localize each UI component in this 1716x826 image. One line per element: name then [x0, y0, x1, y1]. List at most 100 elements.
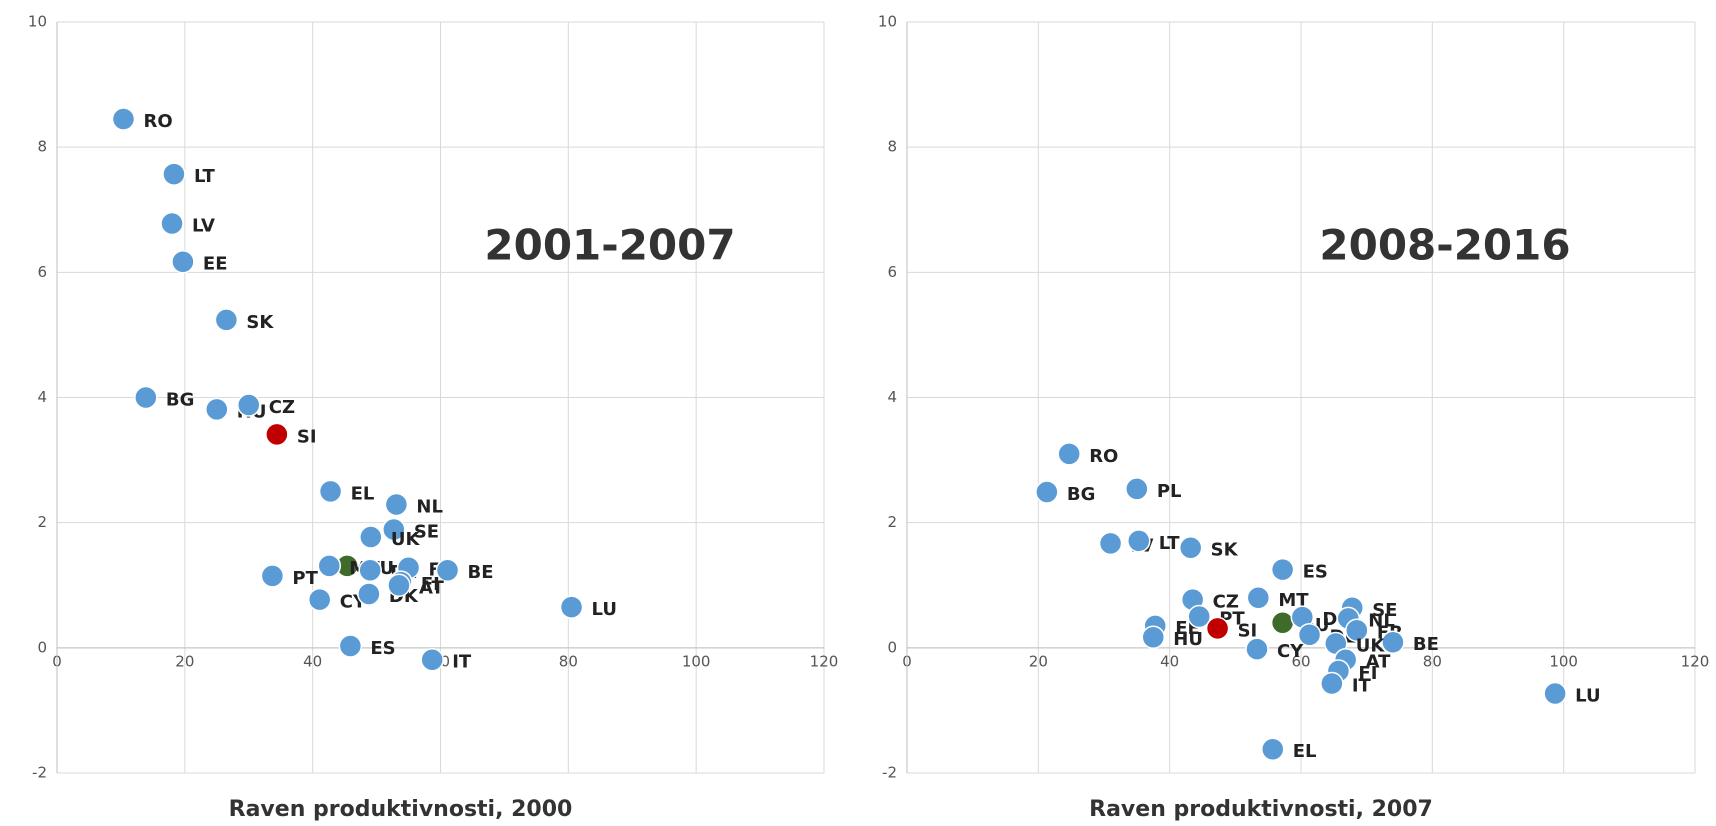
point — [1297, 622, 1322, 647]
point — [1187, 604, 1211, 629]
y-tick-label: 6 — [887, 263, 897, 281]
point-label: LU — [592, 599, 617, 620]
point — [134, 385, 158, 410]
chart-title: 2001-2007 — [484, 221, 735, 270]
point — [357, 582, 381, 606]
x-tick-label: 40 — [1160, 652, 1179, 670]
y-tick-label: 0 — [37, 638, 47, 656]
point — [317, 554, 342, 578]
y-tick-label: 10 — [28, 13, 47, 31]
point — [111, 107, 136, 131]
point-label: ES — [370, 638, 395, 659]
point-label: EL — [1293, 741, 1317, 762]
point — [237, 393, 261, 417]
point-label: CZ — [1213, 592, 1239, 613]
y-tick-label: 10 — [878, 13, 897, 31]
point — [359, 525, 383, 549]
x-axis-label: Raven produktivnosti, 2000 — [229, 797, 573, 822]
point — [214, 308, 239, 332]
point-label: CY — [1277, 641, 1304, 662]
point — [435, 558, 460, 582]
point — [1057, 442, 1081, 466]
point-label: AT — [1366, 652, 1392, 673]
chart-title: 2008-2016 — [1319, 221, 1570, 270]
point — [318, 479, 343, 504]
point — [420, 647, 444, 672]
point — [162, 162, 186, 186]
y-tick-label: 2 — [887, 513, 897, 531]
point-label: BE — [468, 562, 494, 583]
x-tick-label: 120 — [810, 652, 839, 670]
point — [559, 595, 584, 619]
point-label: RO — [1089, 446, 1118, 467]
point — [1245, 637, 1269, 661]
point — [260, 564, 285, 588]
point-label: RO — [143, 111, 172, 132]
x-tick-label: 20 — [175, 652, 194, 670]
y-tick-label: 2 — [37, 513, 47, 531]
point — [1261, 737, 1285, 761]
point — [1270, 611, 1295, 635]
x-tick-label: 80 — [559, 652, 578, 670]
point-label: FI — [421, 574, 440, 595]
point-label: SI — [1238, 620, 1258, 641]
y-tick-label: -2 — [32, 764, 47, 782]
point-label: UK — [391, 529, 421, 550]
point — [1381, 630, 1405, 654]
x-tick-label: 60 — [1291, 652, 1310, 670]
x-axis-label: Raven produktivnosti, 2007 — [1089, 797, 1433, 822]
point-label: SK — [1211, 540, 1239, 561]
point-label: UK — [1356, 635, 1386, 656]
point — [338, 634, 363, 658]
y-tick-label: 0 — [887, 638, 897, 656]
point — [387, 573, 411, 597]
x-tick-label: 40 — [303, 652, 322, 670]
point — [1098, 531, 1123, 556]
point — [358, 558, 382, 582]
point — [1127, 529, 1151, 553]
point — [1035, 480, 1059, 504]
point-label: NL — [1368, 610, 1395, 631]
point-label: LT — [194, 166, 215, 187]
point — [1543, 681, 1567, 706]
y-tick-label: 8 — [37, 138, 47, 156]
point — [1205, 616, 1230, 641]
point-label: PL — [1157, 481, 1182, 502]
point — [1246, 586, 1271, 610]
point-label: BG — [166, 390, 195, 411]
y-tick-label: 6 — [37, 263, 47, 281]
point-label: EE — [203, 254, 228, 275]
x-tick-label: 100 — [1549, 652, 1578, 670]
point-label: IT — [452, 652, 472, 673]
point-label: HU — [1173, 629, 1203, 650]
point — [1345, 618, 1369, 643]
x-tick-label: 20 — [1029, 652, 1048, 670]
x-tick-label: 100 — [682, 652, 711, 670]
point-label: NL — [416, 497, 443, 518]
point — [205, 397, 229, 422]
point-label: SE — [414, 522, 439, 543]
point-label: PT — [292, 568, 318, 589]
point-label: IT — [1352, 676, 1372, 697]
point-label: SK — [246, 312, 274, 333]
x-tick-label: 80 — [1423, 652, 1442, 670]
point — [1270, 557, 1295, 582]
y-tick-label: 4 — [37, 388, 47, 406]
point — [1320, 671, 1344, 696]
point — [265, 422, 289, 447]
point — [171, 249, 195, 274]
point-label: LV — [192, 216, 215, 237]
point — [1141, 625, 1165, 649]
y-tick-label: -2 — [882, 764, 897, 782]
point — [384, 492, 409, 517]
y-tick-label: 4 — [887, 388, 897, 406]
y-tick-label: 8 — [887, 138, 897, 156]
point-label: AT — [419, 577, 445, 598]
point — [1178, 535, 1203, 560]
point — [160, 211, 184, 236]
point — [382, 517, 406, 542]
point-label: SE — [1372, 600, 1397, 621]
x-tick-label: 120 — [1681, 652, 1710, 670]
point-label: SI — [297, 426, 317, 447]
